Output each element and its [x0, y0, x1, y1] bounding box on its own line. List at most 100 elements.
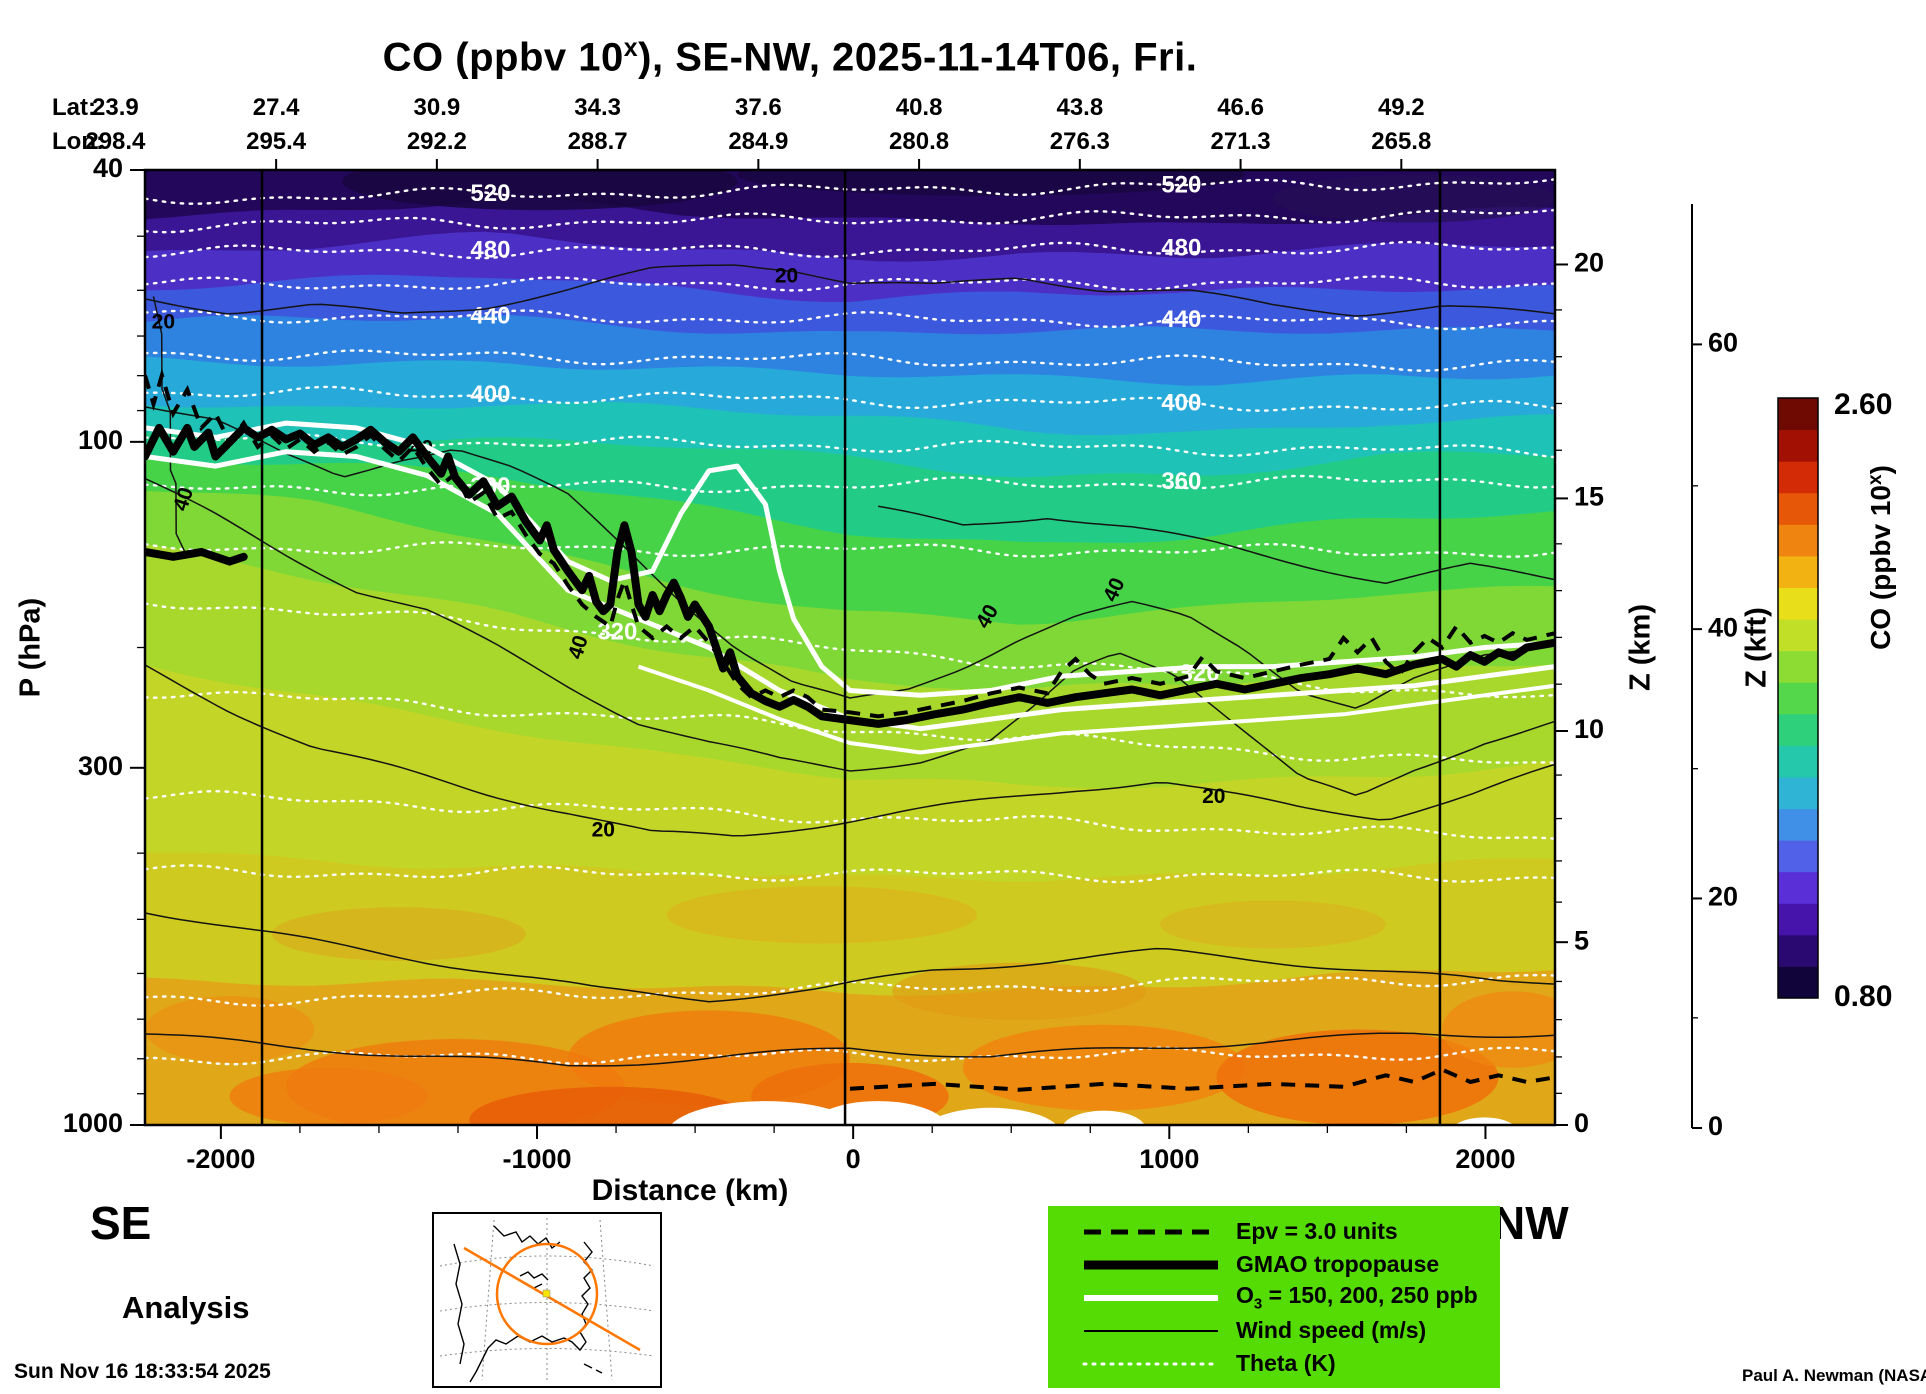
epv-contour: [145, 368, 1555, 719]
colorbar-step: [1778, 713, 1818, 746]
lat-value: 34.3: [574, 94, 621, 121]
co-patch: [342, 170, 738, 211]
theta-contour: [145, 178, 1555, 206]
co-patch: [1442, 991, 1555, 1068]
theta-contour: [145, 541, 1555, 558]
colorbar-step: [1778, 840, 1818, 873]
wind-contour: [145, 664, 1555, 837]
map-center-marker: [542, 1289, 551, 1298]
gmao-tropopause-line: [145, 423, 1555, 728]
theta-contour-label: 520: [470, 180, 510, 207]
zkft-tick-label: 40: [1708, 612, 1738, 642]
lat-value: 30.9: [413, 94, 461, 121]
surface-patch: [925, 1107, 1057, 1125]
lon-value: 295.4: [246, 128, 307, 155]
co-patch: [271, 907, 526, 961]
wind-contour: [145, 912, 1555, 1003]
o3-label-post: = 150, 200, 250 ppb: [1262, 1282, 1478, 1309]
theta-contour: [145, 690, 1555, 764]
gmao-tropopause-segment: [145, 547, 248, 566]
colorbar-title: CO (ppbv 10x): [1865, 465, 1896, 650]
co-patch: [229, 1067, 427, 1125]
colorbar-step: [1778, 398, 1818, 431]
colorbar-step: [1778, 776, 1818, 810]
lon-label: Lon:: [52, 128, 104, 155]
title-sup: x: [623, 34, 639, 62]
lat-value: 37.6: [734, 94, 782, 121]
wind-contour: [152, 296, 186, 552]
p-axis-title: P (hPa): [15, 598, 47, 697]
lon-value: 298.4: [85, 128, 146, 155]
epv-contour-lower: [849, 1067, 1555, 1092]
theta-line-sample: [1082, 1362, 1220, 1365]
lat-value: 43.8: [1056, 94, 1104, 121]
legend-label-theta: Theta (K): [1236, 1350, 1336, 1376]
x-axis-title: Distance (km): [592, 1174, 789, 1207]
surface-patch: [670, 1101, 860, 1125]
legend-row-wind: Wind speed (m/s): [1048, 1314, 1500, 1347]
p-tick-label: 300: [78, 751, 123, 781]
legend-label-o3: O3 = 150, 200, 250 ppb: [1220, 1282, 1478, 1313]
zkm-tick-label: 10: [1574, 714, 1604, 744]
theta-contour: [145, 973, 1555, 1007]
theta-contour-label: 360: [1161, 468, 1201, 495]
lat-value: 40.8: [895, 94, 943, 121]
p-tick-label: 100: [78, 425, 123, 455]
page-title: CO (ppbv 10x), SE-NW, 2025-11-14T06, Fri…: [0, 34, 1580, 80]
map-coastlines: [453, 1225, 603, 1383]
theta-contour: [145, 275, 1555, 292]
colorbar-step: [1778, 934, 1818, 967]
lon-value: 276.3: [1049, 128, 1110, 155]
legend: Epv = 3.0 units GMAO tropopause O3 = 150…: [1048, 1206, 1500, 1388]
colorbar-step: [1778, 429, 1818, 462]
theta-contour: [145, 864, 1555, 884]
map-transect-line: [463, 1246, 641, 1352]
endpoint-nw-label: NW: [1492, 1197, 1569, 1249]
tropopause-line-sample: [1084, 1260, 1218, 1269]
lat-value: 27.4: [252, 94, 300, 121]
colorbar-min-label: 0.80: [1834, 980, 1892, 1013]
colorbar-border: [1777, 397, 1819, 999]
colorbar-step: [1778, 745, 1818, 778]
lat-axis-row: Lat: 23.9 27.4 30.9 34.3 37.6 40.8 43.8 46.6 49.…: [0, 94, 1926, 122]
legend-row-tropopause: GMAO tropopause: [1048, 1248, 1500, 1281]
colorbar-step: [1778, 524, 1818, 557]
zkm-tick-label: 0: [1574, 1108, 1589, 1138]
wind-contour-label: 20: [592, 818, 615, 841]
colorbar-step: [1778, 492, 1818, 525]
zkm-axis-title: Z (km): [1625, 604, 1657, 691]
colorbar: 2.60 0.80 CO (ppbv 10x): [1777, 388, 1896, 1013]
lon-value: 288.7: [567, 128, 628, 155]
colorbar-max-label: 2.60: [1834, 388, 1892, 421]
wind-line-sample: [1084, 1329, 1218, 1332]
inset-map: [432, 1212, 662, 1388]
title-pre: CO (ppbv 10: [382, 35, 624, 80]
timestamp: Sun Nov 16 18:33:54 2025: [14, 1360, 271, 1383]
theta-contour-label: 480: [470, 237, 510, 264]
co-patch: [1273, 174, 1555, 223]
lat-value: 49.2: [1377, 94, 1425, 121]
zkft-tick-label: 20: [1708, 882, 1738, 912]
theta-contour-label: 440: [1161, 306, 1201, 333]
lon-value: 271.3: [1210, 128, 1271, 155]
lon-value: 284.9: [728, 128, 789, 155]
co-patch: [892, 962, 1147, 1020]
x-tick-label: 0: [846, 1144, 861, 1174]
theta-contour: [145, 349, 1555, 372]
x-tick-label: -1000: [502, 1144, 571, 1174]
title-post: ), SE-NW, 2025-11-14T06, Fri.: [638, 35, 1198, 80]
theta-contour-label: 480: [1161, 235, 1201, 262]
wind-contour: [878, 505, 1555, 585]
lat-label: Lat:: [52, 94, 96, 121]
o3-line-sample: [1084, 1294, 1218, 1301]
colorbar-step: [1778, 555, 1818, 588]
theta-contour: [145, 208, 1555, 234]
zkft-tick-label: 0: [1708, 1111, 1723, 1141]
co-patch: [666, 886, 977, 944]
co-patch: [469, 1086, 752, 1125]
p-tick-label: 1000: [63, 1108, 123, 1138]
colorbar-step: [1778, 966, 1818, 999]
zkm-tick-label: 20: [1574, 248, 1604, 278]
surface-patch: [1455, 1117, 1514, 1125]
theta-contour: [145, 602, 1555, 699]
